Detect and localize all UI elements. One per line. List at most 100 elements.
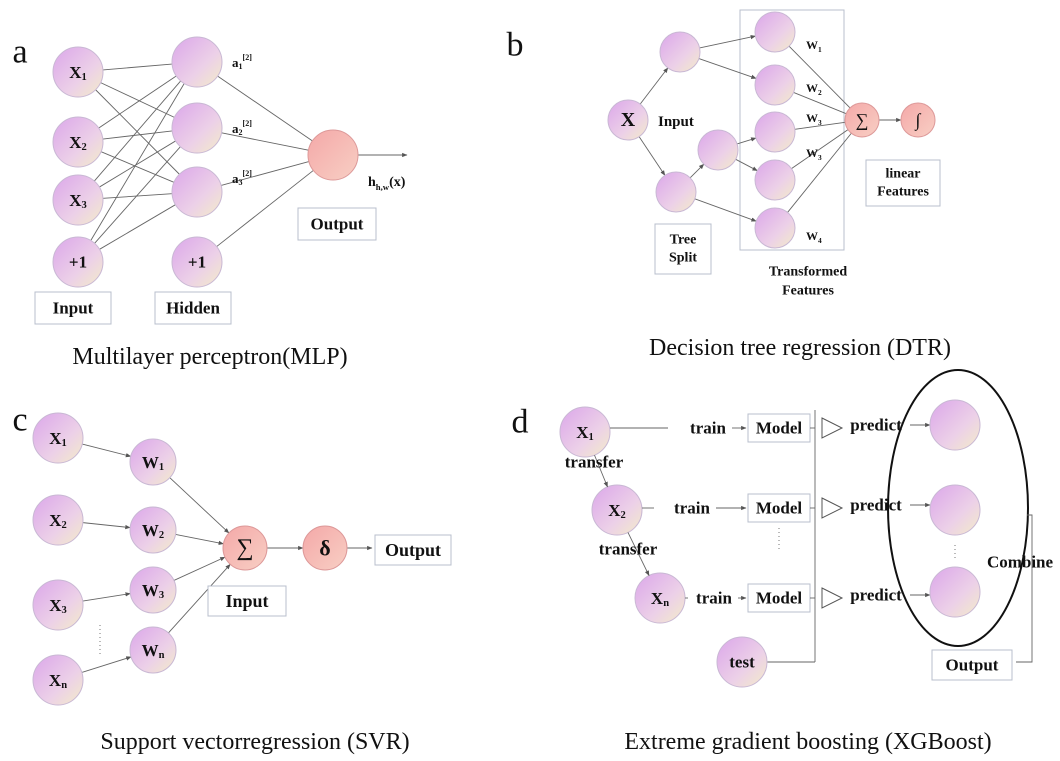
label: W4 <box>806 229 822 245</box>
label: predict <box>850 416 902 435</box>
arrow <box>698 58 757 79</box>
label: X3 <box>69 191 87 212</box>
node <box>52 46 104 98</box>
edge <box>99 140 176 188</box>
label: ∑ <box>856 110 869 130</box>
node <box>754 111 796 153</box>
node <box>52 236 104 288</box>
node <box>659 31 701 73</box>
label-text: (x) <box>389 175 406 190</box>
label-text: W <box>806 229 818 243</box>
label: X2 <box>608 501 626 522</box>
subscript: 1 <box>62 438 67 449</box>
arrow <box>699 35 756 49</box>
label-text: X <box>69 191 82 210</box>
edge <box>791 129 849 170</box>
label: δ <box>319 536 330 561</box>
edge <box>793 92 847 115</box>
label: train <box>674 499 710 518</box>
edge <box>221 132 309 151</box>
node <box>929 399 981 451</box>
edge <box>102 193 173 199</box>
node <box>754 64 796 106</box>
box <box>747 413 811 443</box>
label: transfer <box>599 540 658 559</box>
bracket <box>1016 514 1033 663</box>
node <box>754 11 796 53</box>
label: Combine <box>987 553 1054 572</box>
subscript: 3 <box>159 590 164 601</box>
label: Output <box>385 540 441 560</box>
label-text: X <box>651 589 664 608</box>
node <box>655 171 697 213</box>
node <box>32 494 84 546</box>
label: ∫ <box>915 110 922 131</box>
label-text: X <box>69 133 82 152</box>
label-text: a <box>232 55 239 70</box>
edge <box>98 75 177 129</box>
label: Model <box>756 419 803 438</box>
panel-letter: c <box>12 402 27 439</box>
label-text: W <box>806 81 818 95</box>
edge <box>90 83 185 241</box>
edge <box>102 63 173 71</box>
output-node <box>900 102 936 138</box>
label: X1 <box>576 423 594 444</box>
triangle <box>821 417 844 439</box>
box <box>931 649 1013 681</box>
label-text: X <box>49 511 62 530</box>
edge <box>788 45 851 109</box>
arrow <box>638 136 666 176</box>
node <box>32 654 84 706</box>
node <box>32 579 84 631</box>
edge <box>221 161 309 186</box>
label: W3 <box>806 111 822 127</box>
arrow <box>82 443 132 458</box>
label-text: W <box>142 641 159 660</box>
label-text: X <box>576 423 589 442</box>
label: Wn <box>142 641 165 662</box>
label-text: X <box>608 501 621 520</box>
label-text: W <box>142 521 159 540</box>
edge <box>93 80 182 182</box>
caption: Decision tree regression (DTR) <box>649 335 951 361</box>
label: X3 <box>49 596 67 617</box>
node <box>754 207 796 249</box>
arrow <box>175 533 224 545</box>
subscript: 3 <box>62 605 67 616</box>
subscript: 1 <box>82 72 87 83</box>
edge <box>94 146 181 244</box>
node <box>52 116 104 168</box>
panel-letter: a <box>12 34 27 71</box>
label-text: W <box>142 453 159 472</box>
label: X2 <box>49 511 67 532</box>
label: a3[2] <box>232 169 252 187</box>
edge <box>794 121 846 130</box>
edge <box>99 204 176 250</box>
subscript: 3 <box>82 200 87 211</box>
label: Input <box>658 114 694 130</box>
label: Hidden <box>166 299 220 318</box>
output-ellipse <box>887 369 1029 647</box>
node <box>129 566 177 614</box>
node <box>559 406 611 458</box>
node <box>754 159 796 201</box>
label: Model <box>756 589 803 608</box>
box <box>865 159 941 207</box>
node <box>129 626 177 674</box>
node <box>129 438 177 486</box>
edge <box>102 130 173 140</box>
label: test <box>729 653 755 672</box>
node <box>929 484 981 536</box>
node <box>32 412 84 464</box>
output-node <box>844 102 880 138</box>
label-text: X <box>49 429 62 448</box>
triangle <box>821 587 844 609</box>
box <box>374 534 452 566</box>
node <box>716 636 768 688</box>
panel-letter: d <box>512 404 529 441</box>
label: a2[2] <box>232 119 252 137</box>
arrow <box>627 532 650 577</box>
arrow <box>169 477 230 534</box>
label-text: X <box>49 596 62 615</box>
